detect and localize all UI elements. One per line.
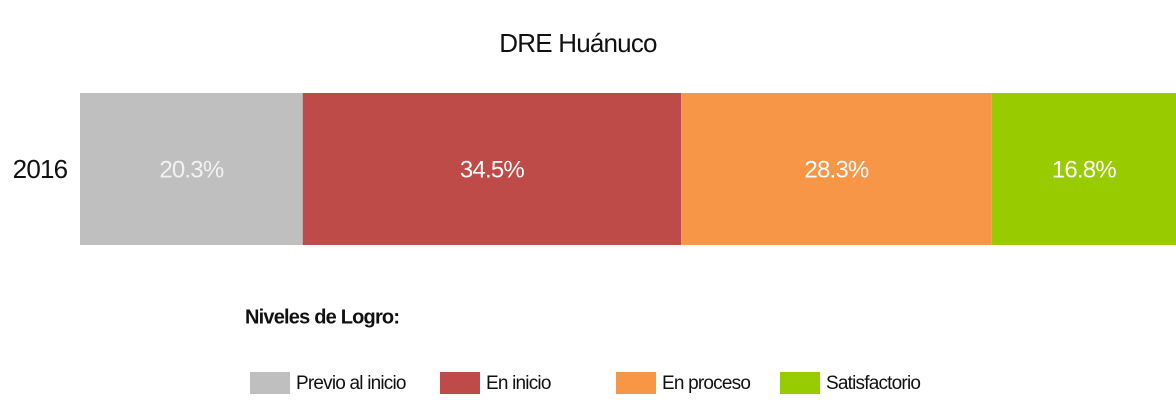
legend-swatch bbox=[780, 372, 820, 394]
legend-swatch bbox=[440, 372, 480, 394]
legend-label: Previo al inicio bbox=[296, 373, 406, 394]
legend-swatch bbox=[616, 372, 656, 394]
chart-title: DRE Huánuco bbox=[499, 28, 657, 58]
bar-segment bbox=[991, 93, 1176, 245]
bar-segment bbox=[80, 93, 303, 245]
value-label: 28.3% bbox=[804, 156, 869, 183]
value-label: 16.8% bbox=[1052, 156, 1117, 183]
legend-swatch bbox=[250, 372, 290, 394]
category-label: 2016 bbox=[13, 154, 68, 184]
legend-label: Satisfactorio bbox=[826, 373, 920, 394]
legend-label: En inicio bbox=[486, 373, 551, 394]
value-label: 20.3% bbox=[159, 156, 224, 183]
legend-label: En proceso bbox=[662, 373, 750, 394]
legend-title: Niveles de Logro: bbox=[245, 306, 399, 328]
bar-segment bbox=[302, 93, 682, 245]
bar-segment bbox=[681, 93, 992, 245]
value-label: 34.5% bbox=[460, 156, 525, 183]
